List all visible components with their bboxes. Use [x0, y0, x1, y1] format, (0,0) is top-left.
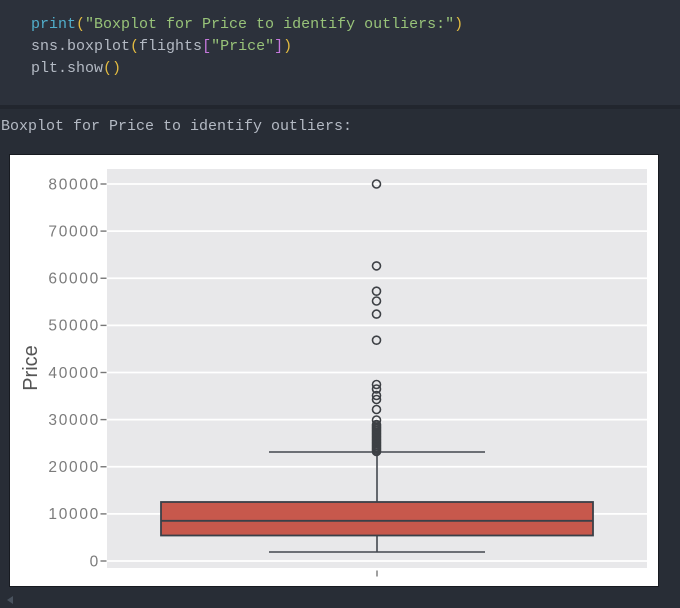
svg-text:80000: 80000: [48, 176, 100, 193]
svg-text:40000: 40000: [48, 365, 100, 382]
svg-text:50000: 50000: [48, 318, 100, 335]
svg-text:Price: Price: [20, 345, 42, 391]
svg-text:0: 0: [90, 553, 100, 570]
svg-text:70000: 70000: [48, 223, 100, 240]
svg-text:20000: 20000: [48, 459, 100, 476]
svg-text:10000: 10000: [48, 506, 100, 523]
svg-text:60000: 60000: [48, 271, 100, 288]
svg-text:30000: 30000: [48, 412, 100, 429]
